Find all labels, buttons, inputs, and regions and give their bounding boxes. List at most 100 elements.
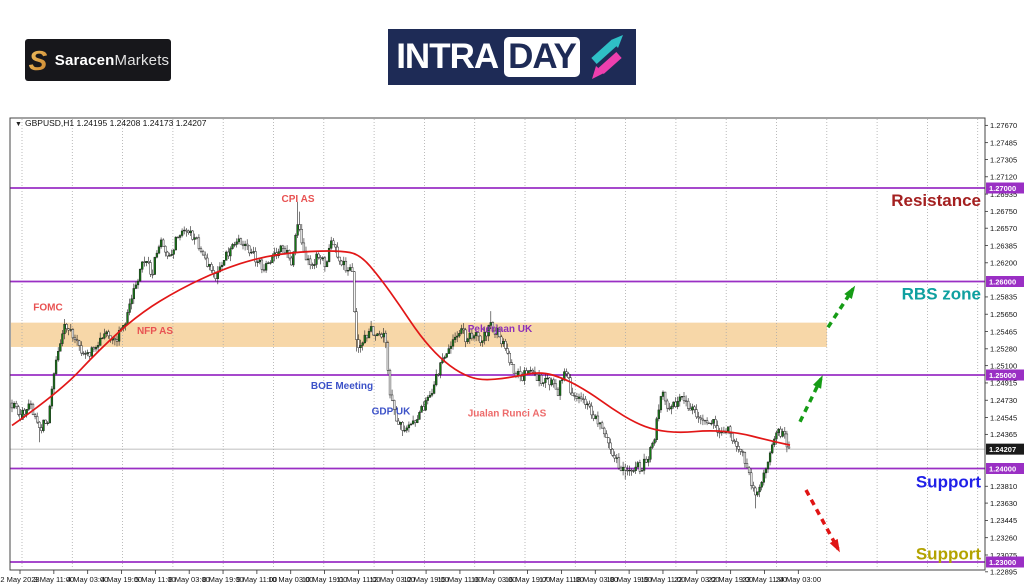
current-price-badge <box>986 443 1024 455</box>
zone-labels: Resistance RBS zone Support Support <box>891 191 981 563</box>
time-tick-label: 2 May 2023 <box>0 575 39 584</box>
event-label: Jualan Runci AS <box>468 408 547 419</box>
trend-arrow <box>798 377 823 423</box>
svg-text:1.27000: 1.27000 <box>989 184 1016 193</box>
price-tick-label: 1.27305 <box>990 155 1017 164</box>
moving-average-line <box>11 250 791 446</box>
intraday-word-intra: INTRA <box>396 37 499 76</box>
price-tick-label: 1.27485 <box>990 138 1017 147</box>
saracen-word-light: Markets <box>114 51 170 69</box>
price-tick-label: 1.25100 <box>990 361 1017 370</box>
price-tick-label: 1.23810 <box>990 482 1017 491</box>
header: S SaracenMarkets INTRA DAY <box>0 0 1024 100</box>
trend-arrow-head <box>813 375 823 389</box>
price-tick-label: 1.25465 <box>990 327 1017 336</box>
time-tick-label: 8 May 19:00 <box>202 575 243 584</box>
saracen-s-icon: S <box>28 45 47 75</box>
time-tick-label: 9 May 11:00 <box>237 575 278 584</box>
price-tick-label: 1.25280 <box>990 345 1017 354</box>
zone-label: Support <box>916 473 981 492</box>
price-tick-label: 1.27670 <box>990 121 1017 130</box>
time-tick-label: 8 May 03:00 <box>169 575 210 584</box>
level-price-badge <box>986 276 1024 287</box>
intraday-word-day: DAY <box>508 37 577 76</box>
time-tick-label: 17 May 11:00 <box>539 575 584 584</box>
price-tick-label: 1.23260 <box>990 533 1017 542</box>
event-label: CPI AS <box>282 194 315 205</box>
zone-label: RBS zone <box>902 285 981 304</box>
event-label: GDP UK <box>372 406 411 417</box>
price-tick-label: 1.25835 <box>990 293 1017 302</box>
svg-text:1.24000: 1.24000 <box>989 465 1016 474</box>
level-price-badge <box>986 463 1024 474</box>
time-tick-label: 18 May 03:00 <box>573 575 618 584</box>
svg-text:1.23000: 1.23000 <box>989 558 1016 567</box>
intraday-arrows-icon <box>591 35 623 79</box>
price-tick-label: 1.24915 <box>990 379 1017 388</box>
price-tick-label: 1.26200 <box>990 259 1017 268</box>
time-tick-label: 4 May 19:00 <box>101 575 142 584</box>
time-tick-label: 24 May 03:00 <box>776 575 821 584</box>
time-tick-label: 12 May 03:00 <box>370 575 415 584</box>
time-tick-label: 10 May 19:00 <box>302 575 347 584</box>
time-tick-label: 15 May 11:00 <box>437 575 482 584</box>
price-tick-label: 1.24730 <box>990 396 1017 405</box>
price-tick-label: 1.24365 <box>990 430 1017 439</box>
time-tick-label: 12 May 19:00 <box>403 575 448 584</box>
price-tick-label: 1.22895 <box>990 568 1017 577</box>
price-axis: 1.27670 1.27485 1.27305 1.27120 1.26935 1.267… <box>985 121 1024 577</box>
time-tick-label: 4 May 03:00 <box>67 575 108 584</box>
time-tick-label: 16 May 03:00 <box>471 575 516 584</box>
price-tick-label: 1.23630 <box>990 499 1017 508</box>
level-price-badge <box>986 182 1024 194</box>
price-tick-label: 1.26935 <box>990 190 1017 199</box>
event-labels: FOMC NFP AS CPI AS BOE Meeting GDP UK Pekerja… <box>33 194 546 419</box>
price-tick-label: 1.25650 <box>990 310 1017 319</box>
time-tick-label: 11 May 11:00 <box>336 575 380 584</box>
price-tick-label: 1.26570 <box>990 224 1017 233</box>
event-label: FOMC <box>33 303 62 314</box>
time-tick-label: 3 May 11:00 <box>33 575 74 584</box>
gridlines <box>21 119 979 569</box>
time-tick-label: 19 May 11:00 <box>641 575 686 584</box>
chart-menu-icon[interactable]: ▼ <box>15 121 22 128</box>
price-tick-label: 1.26385 <box>990 241 1017 250</box>
intraday-logo: INTRA DAY <box>388 29 636 85</box>
price-tick-label: 1.26750 <box>990 207 1017 216</box>
saracen-markets-logo: S SaracenMarkets <box>25 39 171 81</box>
price-tick-label: 1.27120 <box>990 173 1017 182</box>
price-tick-label: 1.24545 <box>990 413 1017 422</box>
level-price-badge <box>986 556 1024 568</box>
svg-text:1.26000: 1.26000 <box>989 278 1016 287</box>
price-tick-label: 1.23075 <box>990 551 1017 560</box>
trend-arrow-head <box>844 285 856 299</box>
chart-title: GBPUSD,H1 1.24195 1.24208 1.24173 1.2420… <box>25 118 207 128</box>
chart-border <box>9 117 986 571</box>
price-tick-label: 1.23445 <box>990 516 1017 525</box>
time-tick-label: 5 May 11:00 <box>135 575 176 584</box>
event-label: Pekerjaan UK <box>468 324 533 335</box>
level-price-badge <box>986 369 1024 381</box>
time-tick-label: 18 May 19:00 <box>606 575 651 584</box>
event-label: NFP AS <box>137 326 173 337</box>
svg-text:S: S <box>28 45 47 75</box>
time-tick-label: 22 May 03:00 <box>674 575 719 584</box>
time-tick-label: 16 May 19:00 <box>505 575 550 584</box>
time-tick-label: 10 May 03:00 <box>268 575 313 584</box>
svg-text:1.25000: 1.25000 <box>989 371 1016 380</box>
trend-arrow <box>804 489 840 550</box>
zone-label: Resistance <box>891 191 981 210</box>
saracen-word-bold: Saracen <box>54 51 115 69</box>
svg-text:1.24207: 1.24207 <box>989 445 1016 454</box>
event-label: BOE Meeting <box>311 381 373 392</box>
zone-label: Support <box>916 545 981 564</box>
time-tick-label: 23 May 11:00 <box>742 575 787 584</box>
level-lines <box>10 187 985 563</box>
time-tick-label: 22 May 19:00 <box>708 575 753 584</box>
intraday-day-box: DAY <box>504 37 580 77</box>
trend-arrow-head <box>829 538 840 553</box>
saracen-wordmark: SaracenMarkets <box>55 52 170 69</box>
